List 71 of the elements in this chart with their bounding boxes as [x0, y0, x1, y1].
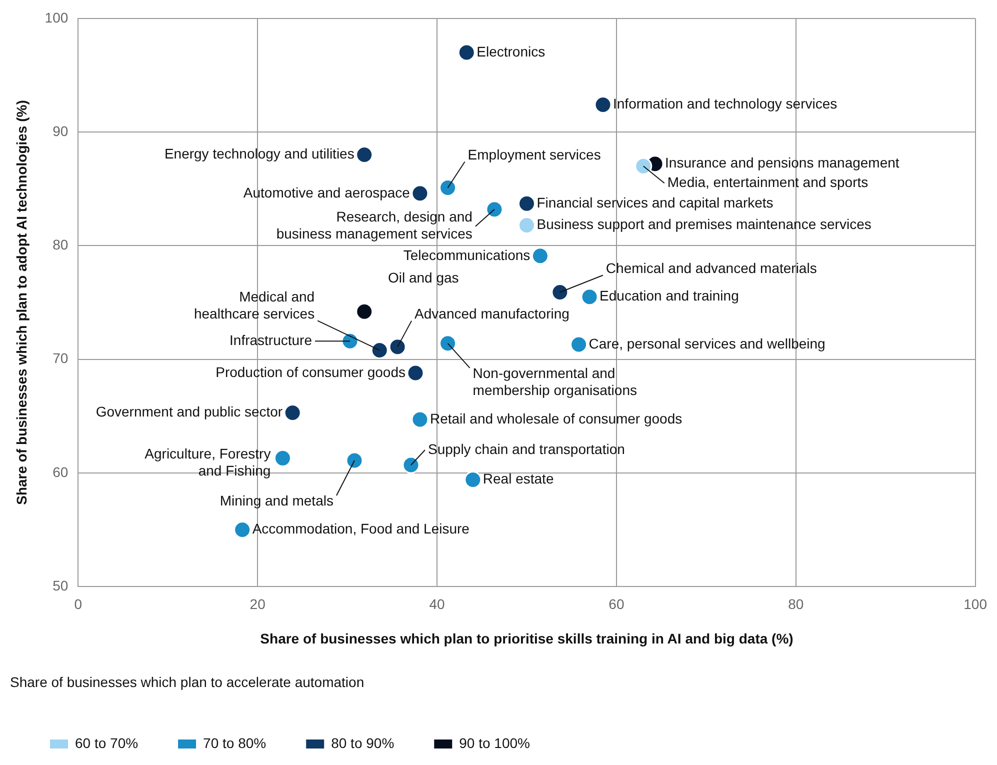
point: [634, 157, 652, 175]
x-tick-label: 100: [964, 596, 988, 612]
annotation: Supply chain and transportation: [428, 440, 625, 457]
point: [402, 456, 420, 474]
point: [406, 364, 424, 382]
annotation: Retail and wholesale of consumer goods: [430, 410, 682, 426]
x-tick-label: 20: [250, 596, 266, 612]
y-axis-title: Share of businesses which plan to adopt AI technologies (%): [13, 100, 30, 505]
annotation: Oil and gas: [388, 269, 459, 286]
annotation: Telecommunications: [403, 246, 530, 263]
y-tick-label: 80: [52, 236, 68, 253]
y-tick-label: 100: [44, 9, 68, 26]
annotation: Automotive and aerospace: [243, 184, 410, 200]
annotation: Agriculture, Forestry and Fishing: [144, 446, 271, 479]
annotation: Financial services and capital markets: [536, 194, 774, 210]
x-axis-title: Share of businesses which plan to prioritise skills training in AI and big data (%): [260, 630, 794, 647]
annotation: Medical and healthcare services: [194, 288, 315, 322]
point: [370, 341, 388, 359]
x-tick-label: 80: [788, 596, 804, 612]
annotation: Non-governmental and membership organisations: [472, 364, 637, 398]
annotation: Information and technology services: [613, 96, 838, 112]
annotation: Infrastructure: [230, 332, 312, 348]
point: [551, 284, 569, 302]
point: [594, 96, 612, 114]
x-tick-label: 60: [608, 596, 624, 612]
x-tick-label: 40: [429, 596, 446, 612]
legend-label: 90 to 100%: [459, 734, 530, 751]
point: [234, 521, 252, 539]
annotation: Care, personal services and wellbeing: [588, 335, 826, 352]
annotation: Mining and metals: [220, 492, 334, 508]
annotation: Business support and premises maintenance services: [536, 216, 872, 232]
annotation: Education and training: [600, 288, 739, 304]
point: [346, 452, 364, 470]
point: [356, 146, 374, 164]
x-tick-label: 0: [74, 596, 82, 612]
point: [411, 410, 429, 428]
annotation: Accommodation, Food and Leisure: [252, 520, 470, 537]
annotation: Real estate: [482, 470, 554, 487]
point: [439, 178, 457, 196]
y-tick-label: 60: [52, 464, 68, 480]
annotation: Government and public sector: [96, 404, 283, 420]
point: [464, 471, 482, 489]
annotation: Research, design and business management services: [276, 208, 472, 242]
annotation: Insurance and pensions management: [665, 154, 900, 171]
y-tick-label: 90: [52, 122, 68, 139]
y-tick-label: 50: [52, 577, 68, 594]
annotation: Energy technology and utilities: [164, 146, 354, 162]
legend-label: 80 to 90%: [331, 734, 394, 751]
point: [411, 184, 429, 202]
legend-label: 60 to 70%: [75, 734, 138, 751]
annotation: Media, entertainment and sports: [667, 174, 868, 190]
annotation: Production of consumer goods: [216, 364, 406, 380]
point: [486, 200, 504, 218]
point: [356, 302, 374, 320]
legend-title: Share of businesses which plan to accelerate automation: [10, 674, 364, 690]
point: [531, 247, 549, 265]
annotation: Chemical and advanced materials: [606, 260, 817, 276]
point: [518, 194, 536, 212]
point: [274, 449, 292, 467]
point: [458, 44, 476, 62]
point: [570, 336, 588, 354]
point: [580, 288, 598, 306]
point: [388, 338, 406, 356]
annotation: Advanced manufactoring: [414, 306, 570, 322]
legend-label: 70 to 80%: [203, 734, 266, 751]
point: [284, 404, 302, 422]
y-tick-label: 70: [52, 350, 68, 366]
point: [439, 334, 457, 352]
annotation: Employment services: [468, 146, 601, 163]
annotation: Electronics: [476, 43, 546, 60]
point: [518, 216, 536, 234]
